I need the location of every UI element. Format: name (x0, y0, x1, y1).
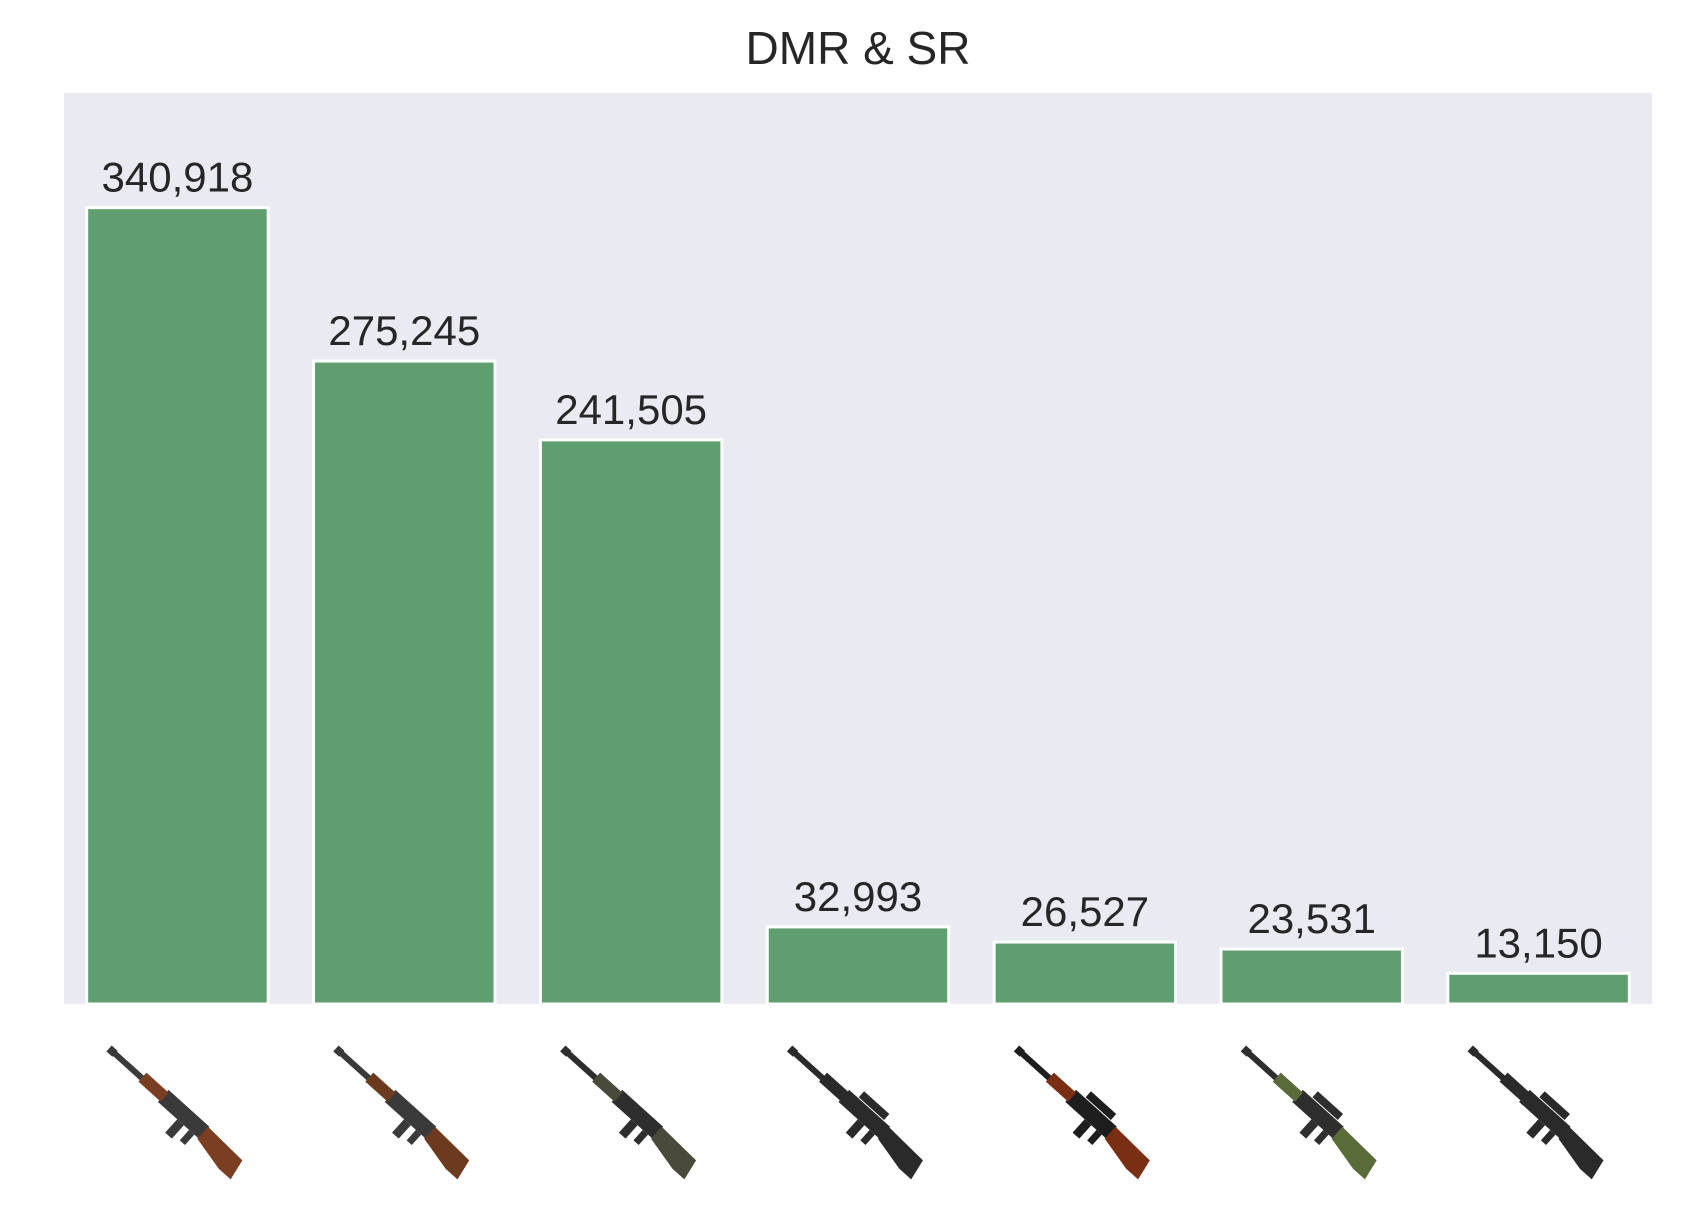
bar-4 (765, 925, 951, 1006)
vss-rifle-icon (1013, 1045, 1150, 1180)
bar-7 (1446, 971, 1631, 1006)
value-label-6: 23,531 (1247, 895, 1375, 942)
chart-title: DMR & SR (746, 22, 971, 74)
value-label-3: 241,505 (555, 386, 707, 433)
value-label-5: 26,527 (1021, 888, 1149, 935)
mini14-rifle-icon (106, 1045, 243, 1180)
sks-rifle-icon (560, 1045, 697, 1180)
bar-3 (538, 438, 724, 1006)
plot-background (64, 93, 1652, 1004)
m24-rifle-icon (786, 1045, 923, 1180)
bars-group (85, 206, 1631, 1006)
kar98k-rifle-icon (333, 1045, 470, 1180)
value-label-4: 32,993 (794, 873, 922, 920)
weapon-icons-group (106, 1045, 1604, 1180)
value-label-1: 340,918 (102, 154, 254, 201)
bar-5 (992, 940, 1178, 1006)
bar-1 (85, 206, 270, 1006)
value-labels-group: 340,918 275,245 241,505 32,993 26,527 23,531 1… (102, 154, 1603, 967)
mk14-rifle-icon (1467, 1045, 1604, 1180)
value-label-2: 275,245 (328, 307, 480, 354)
bar-2 (312, 359, 497, 1006)
value-label-7: 13,150 (1474, 919, 1602, 966)
bar-6 (1219, 947, 1404, 1006)
awm-rifle-icon (1240, 1045, 1377, 1180)
